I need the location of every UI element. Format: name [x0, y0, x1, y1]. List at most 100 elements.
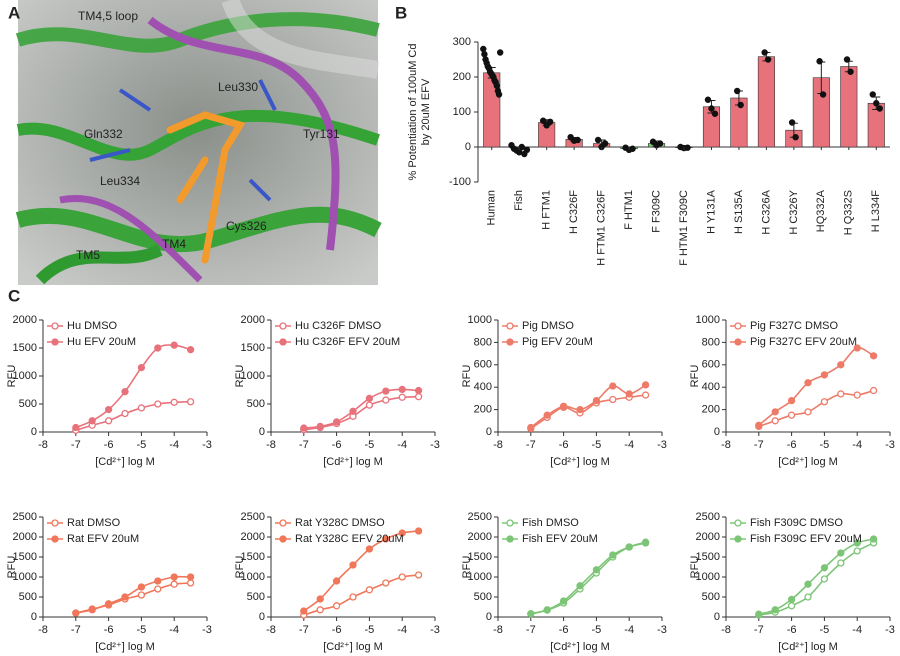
data-point: [382, 535, 390, 543]
y-tick-label: 600: [702, 359, 720, 371]
x-tick-label: -5: [820, 624, 830, 636]
y-tick-label: 0: [486, 611, 492, 623]
structure-image: [15, 0, 382, 285]
y-tick-label: 100: [453, 106, 471, 118]
y-tick-label: 1000: [468, 571, 492, 583]
data-point: [873, 100, 880, 107]
data-point: [518, 143, 525, 151]
legend-marker: [734, 338, 742, 346]
y-tick-label: 500: [247, 398, 265, 410]
data-point: [771, 408, 779, 416]
x-tick-label: -5: [137, 624, 147, 636]
data-point: [820, 398, 829, 406]
data-point: [398, 385, 406, 394]
data-point: [704, 96, 712, 103]
x-tick-label: -4: [852, 624, 862, 636]
x-tick-label: H C326A: [760, 189, 772, 234]
data-point: [576, 405, 584, 414]
x-tick-label: -3: [657, 624, 667, 636]
data-point: [186, 398, 195, 406]
data-point: [121, 409, 129, 418]
x-tick-label: -3: [430, 439, 440, 451]
x-tick-label: -7: [71, 624, 81, 636]
data-point: [543, 411, 551, 419]
y-axis-label: RFU: [234, 365, 246, 388]
y-axis-label: RFU: [6, 556, 18, 579]
y-tick-label: 0: [714, 611, 720, 623]
data-point: [869, 91, 876, 98]
y-tick-label: 2000: [241, 314, 265, 326]
y-axis-label: RFU: [234, 556, 246, 579]
data-point: [398, 529, 406, 537]
data-point: [121, 593, 129, 601]
data-point: [316, 606, 324, 614]
x-tick-label: F HTM1: [623, 190, 635, 230]
x-tick-label: -6: [559, 439, 569, 451]
data-point: [316, 422, 324, 431]
legend-marker: [506, 519, 514, 527]
data-point: [365, 394, 374, 403]
data-point: [787, 396, 796, 405]
x-tick-label: -7: [526, 439, 536, 451]
data-point: [349, 561, 357, 569]
y-tick-label: 500: [19, 398, 37, 410]
legend-label: Hu C326F DMSO: [295, 320, 382, 332]
x-tick-label: HQ332A: [815, 189, 827, 232]
y-tick-label: 2500: [696, 511, 720, 523]
data-point: [708, 105, 715, 112]
data-point: [170, 398, 178, 406]
data-point: [382, 396, 390, 404]
data-point: [170, 573, 178, 581]
x-tick-label: -8: [266, 439, 276, 451]
panel-label: C: [8, 286, 20, 305]
x-tick-label: H FTM1 C326F: [596, 190, 608, 266]
data-point: [609, 382, 617, 390]
data-point: [332, 602, 341, 610]
data-point: [186, 346, 195, 354]
y-tick-label: 1000: [13, 571, 37, 583]
x-tick-label: Human: [486, 190, 498, 225]
y-tick-label: 0: [714, 426, 720, 438]
data-point: [137, 583, 146, 591]
structure-label: Cys326: [226, 219, 267, 233]
y-axis-label: RFU: [689, 556, 701, 579]
y-tick-label: 1000: [696, 314, 720, 326]
legend-label: Pig F327C EFV 20uM: [750, 336, 857, 348]
x-tick-label: -4: [169, 624, 179, 636]
data-point: [876, 105, 883, 112]
data-point: [816, 58, 823, 65]
data-point: [733, 87, 741, 95]
data-point: [365, 586, 374, 594]
panel-label: A: [8, 3, 20, 22]
data-point: [853, 344, 861, 352]
x-tick-label: -6: [787, 624, 797, 636]
legend-label: Pig EFV 20uM: [522, 336, 593, 348]
x-axis-label: [Cd²⁺] log M: [550, 456, 610, 468]
y-tick-label: 1000: [241, 571, 265, 583]
data-point: [186, 573, 195, 581]
legend-label: Rat Y328C DMSO: [295, 517, 385, 529]
data-point: [88, 606, 96, 614]
x-tick-label: -6: [104, 439, 114, 451]
data-point: [771, 417, 779, 425]
data-point: [761, 49, 768, 56]
x-tick-label: -8: [38, 439, 48, 451]
x-tick-label: -7: [299, 624, 309, 636]
data-point: [154, 344, 162, 352]
data-point: [764, 56, 772, 63]
y-tick-label: 2500: [468, 511, 492, 523]
data-point: [72, 423, 80, 432]
data-point: [137, 363, 146, 372]
legend-label: Fish EFV 20uM: [522, 533, 598, 545]
data-point: [641, 381, 650, 389]
data-point: [804, 593, 812, 601]
y-tick-label: 2000: [468, 531, 492, 543]
data-point: [154, 585, 162, 593]
x-tick-label: -8: [721, 624, 731, 636]
structure-label: Leu330: [218, 80, 258, 94]
data-point: [104, 405, 113, 414]
data-point: [853, 539, 861, 547]
x-tick-label: -3: [657, 439, 667, 451]
y-tick-label: 1500: [696, 551, 720, 563]
data-point: [837, 390, 845, 398]
